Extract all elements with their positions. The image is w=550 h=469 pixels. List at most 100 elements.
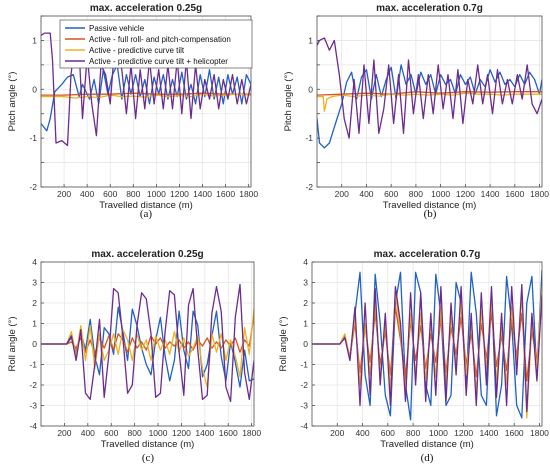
y-axis-label: Pitch angle (°) (283, 72, 294, 132)
y-axis-label: Roll angle (°) (7, 316, 18, 371)
series-line-4 (312, 283, 542, 413)
panel-caption: (c) (142, 452, 155, 464)
x-tick-label: 200 (335, 189, 349, 199)
x-tick-label: 600 (104, 428, 118, 438)
y-tick-label: -3 (29, 401, 37, 411)
x-tick-label: 200 (330, 428, 344, 438)
x-tick-label: 1400 (481, 189, 500, 199)
y-tick-label: -4 (29, 421, 37, 431)
x-axis-label: Travelled distance (m) (101, 439, 195, 450)
plot-area (317, 16, 542, 187)
y-tick-label: -4 (300, 421, 308, 431)
x-tick-label: 1000 (431, 189, 450, 199)
y-tick-label: -1 (305, 133, 313, 143)
legend-label-2: Active - full roll- and pitch-compensati… (89, 35, 231, 44)
x-tick-label: 1600 (505, 189, 524, 199)
chart-title: max. acceleration 0.25g (91, 249, 203, 260)
x-tick-label: 1400 (193, 189, 212, 199)
x-tick-label: 800 (128, 428, 142, 438)
series-line-2 (317, 91, 542, 96)
series-line-3 (41, 309, 254, 388)
x-tick-label: 800 (409, 189, 423, 199)
x-tick-label: 1000 (147, 189, 166, 199)
series-line-4 (41, 283, 254, 403)
x-tick-label: 400 (81, 428, 95, 438)
legend-box (59, 19, 253, 69)
x-tick-label: 400 (80, 189, 94, 199)
x-tick-label: 600 (103, 189, 117, 199)
x-tick-label: 1200 (172, 428, 191, 438)
chart-title: max. acceleration 0.7g (376, 3, 483, 14)
y-axis-label: Roll angle (°) (278, 316, 289, 371)
legend-label-1: Passive vehicle (89, 24, 145, 33)
x-tick-label: 1800 (530, 428, 549, 438)
x-axis-label: Travelled distance (m) (99, 200, 193, 211)
y-tick-label: 0 (303, 339, 308, 349)
x-tick-label: 200 (57, 189, 71, 199)
y-tick-label: -2 (300, 380, 308, 390)
series-line-4 (317, 37, 542, 139)
y-axis-label: Pitch angle (°) (7, 72, 18, 132)
series-line-3 (41, 93, 251, 99)
y-tick-label: 1 (32, 319, 37, 329)
y-tick-label: 1 (303, 319, 308, 329)
x-tick-label: 600 (384, 189, 398, 199)
y-tick-label: 0 (32, 84, 37, 94)
x-tick-label: 800 (126, 189, 140, 199)
y-tick-label: 0 (32, 339, 37, 349)
y-tick-label: 0 (308, 84, 313, 94)
panel-caption: (a) (140, 208, 153, 220)
x-tick-label: 1600 (505, 428, 524, 438)
y-tick-label: -2 (305, 182, 313, 192)
x-tick-label: 1800 (239, 189, 258, 199)
legend: Passive vehicle Active - full roll- and p… (59, 19, 253, 69)
y-tick-label: -1 (29, 360, 37, 370)
panel-caption: (b) (424, 208, 437, 220)
panel-caption: (d) (421, 452, 434, 464)
series-line-1 (312, 270, 542, 421)
legend-label-3: Active - predictive curve tilt (89, 46, 185, 55)
y-tick-label: -1 (300, 360, 308, 370)
y-tick-label: 3 (32, 278, 37, 288)
x-tick-label: 1400 (479, 428, 498, 438)
series-line-1 (41, 64, 251, 132)
y-tick-label: 1 (308, 35, 313, 45)
series-line-2 (41, 92, 251, 96)
x-tick-label: 600 (381, 428, 395, 438)
y-tick-label: -2 (29, 380, 37, 390)
y-tick-label: 1 (32, 35, 37, 45)
y-tick-label: 2 (32, 298, 37, 308)
axes-frame (40, 15, 252, 188)
x-tick-label: 1400 (195, 428, 214, 438)
axes-frame (316, 15, 543, 188)
chart-title: max. acceleration 0.25g (90, 3, 202, 14)
y-tick-label: 4 (303, 257, 308, 267)
x-tick-label: 400 (359, 189, 373, 199)
x-tick-label: 1800 (530, 189, 549, 199)
y-tick-label: 4 (32, 257, 37, 267)
x-tick-label: 1000 (429, 428, 448, 438)
x-axis-label: Travelled distance (m) (380, 439, 474, 450)
x-tick-label: 800 (406, 428, 420, 438)
x-tick-label: 1200 (456, 189, 475, 199)
x-tick-label: 400 (355, 428, 369, 438)
y-tick-label: 2 (303, 298, 308, 308)
x-tick-label: 200 (57, 428, 71, 438)
chart-panel-2: 200 400 600 800 1000 1200 1400 1600 1800 -2 -1 0 1 ma… (283, 3, 549, 220)
y-tick-label: -3 (300, 401, 308, 411)
x-tick-label: 1800 (242, 428, 261, 438)
y-tick-label: -1 (29, 133, 37, 143)
x-tick-label: 1600 (216, 189, 235, 199)
x-tick-label: 1200 (170, 189, 189, 199)
series-line-3 (317, 92, 542, 112)
chart-title: max. acceleration 0.7g (374, 249, 481, 260)
y-tick-label: 3 (303, 278, 308, 288)
legend-label-4: Active - predictive curve tilt + helicop… (89, 57, 228, 66)
chart-panel-4: 200 400 600 800 1000 1200 1400 1600 1800 -4 -3 -2 -1… (278, 249, 549, 464)
x-tick-label: 1600 (219, 428, 238, 438)
y-tick-label: -2 (29, 182, 37, 192)
chart-panel-3: 200 400 600 800 1000 1200 1400 1600 1800 -4 -3 -2 -1… (7, 249, 261, 464)
x-axis-label: Travelled distance (m) (383, 200, 477, 211)
x-tick-label: 1000 (149, 428, 168, 438)
